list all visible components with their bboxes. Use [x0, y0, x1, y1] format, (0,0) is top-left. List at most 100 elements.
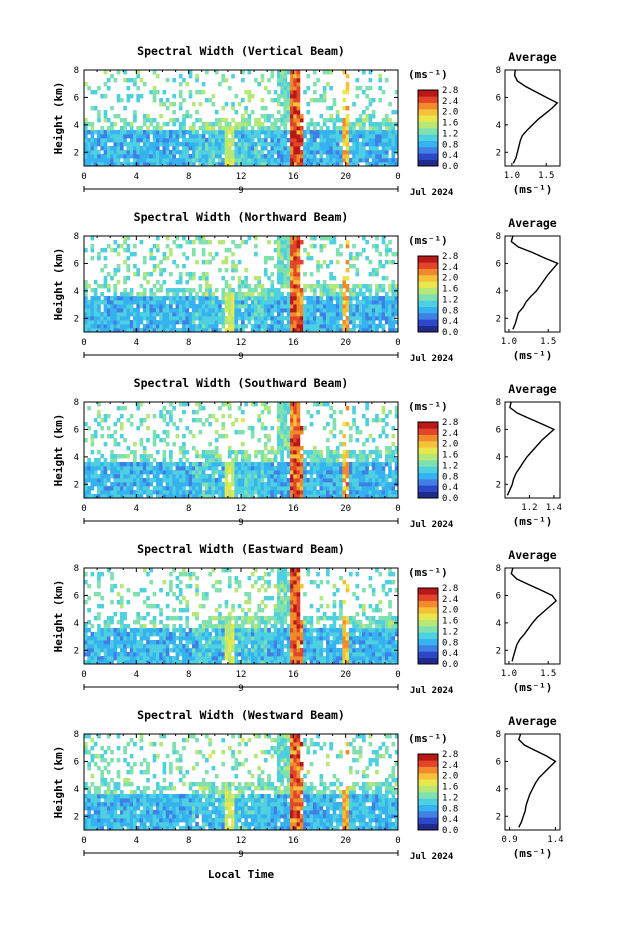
heatmap-cell: [365, 114, 369, 119]
heatmap-cell: [312, 482, 317, 487]
heatmap-cell: [283, 98, 288, 103]
y-tick-label: 4: [74, 287, 79, 297]
heatmap-cell: [247, 478, 252, 483]
heatmap-cell: [244, 146, 248, 151]
heatmap-cell: [182, 134, 186, 139]
heatmap-cell: [182, 320, 186, 325]
heatmap-cell: [391, 162, 396, 167]
heatmap-cell: [182, 410, 186, 415]
heatmap-cell: [234, 462, 239, 467]
heatmap-cell: [93, 146, 98, 151]
heatmap-cell: [162, 324, 167, 329]
heatmap-cell: [97, 154, 101, 159]
heatmap-cell: [326, 70, 330, 75]
heatmap-cell: [296, 410, 301, 415]
heatmap-cell: [273, 134, 278, 139]
heatmap-cell: [231, 324, 235, 329]
heatmap-cell: [283, 264, 288, 269]
heatmap-cell: [280, 308, 284, 313]
heatmap-cell: [146, 604, 150, 609]
heatmap-cell: [169, 660, 173, 665]
heatmap-cell: [103, 660, 108, 665]
heatmap-cell: [227, 312, 232, 317]
heatmap-cell: [103, 458, 108, 463]
heatmap-cell: [290, 296, 294, 301]
heatmap-cell: [208, 162, 212, 167]
heatmap-cell: [234, 478, 239, 483]
heatmap-cell: [165, 632, 170, 637]
heatmap-cell: [345, 406, 350, 411]
heatmap-cell: [286, 276, 291, 281]
heatmap-cell: [378, 134, 383, 139]
heatmap-cell: [205, 418, 209, 423]
heatmap-cell: [371, 308, 376, 313]
heatmap-cell: [263, 118, 268, 123]
heatmap-cell: [195, 660, 199, 665]
heatmap-cell: [286, 478, 291, 483]
heatmap-cell: [205, 142, 209, 147]
heatmap-cell: [191, 248, 196, 253]
heatmap-cell: [133, 458, 137, 463]
heatmap-cell: [97, 660, 101, 665]
heatmap-cell: [371, 126, 376, 131]
heatmap-cell: [273, 320, 278, 325]
heatmap-cell: [263, 454, 268, 459]
heatmap-cell: [365, 406, 369, 411]
heatmap-cell: [273, 466, 278, 471]
heatmap-cell: [280, 114, 284, 119]
heatmap-cell: [152, 94, 157, 99]
heatmap-cell: [87, 138, 91, 143]
heatmap-cell: [211, 300, 216, 305]
heatmap-cell: [299, 458, 304, 463]
heatmap-cell: [286, 296, 291, 301]
heatmap-cell: [283, 470, 288, 475]
heatmap-cell: [175, 118, 180, 123]
heatmap-cell: [241, 470, 245, 475]
heatmap-cell: [123, 150, 127, 155]
heatmap-cell: [175, 494, 180, 499]
heatmap-cell: [123, 130, 127, 135]
heatmap-cell: [169, 584, 173, 589]
heatmap-cell: [185, 300, 190, 305]
heatmap-cell: [169, 482, 173, 487]
heatmap-cell: [155, 264, 160, 269]
heatmap-cell: [329, 430, 333, 435]
heatmap-cell: [257, 138, 262, 143]
heatmap-cell: [312, 130, 317, 135]
heatmap-cell: [371, 418, 376, 423]
heatmap-cell: [391, 454, 396, 459]
heatmap-cell: [290, 300, 294, 305]
heatmap-cell: [185, 466, 190, 471]
heatmap-cell: [263, 482, 268, 487]
heatmap-cell: [126, 474, 131, 479]
heatmap-cell: [384, 490, 389, 495]
heatmap-cell: [352, 410, 356, 415]
heatmap-cell: [306, 324, 311, 329]
heatmap-cell: [152, 438, 157, 443]
heatmap-cell: [381, 312, 386, 317]
heatmap-cell: [93, 478, 98, 483]
heatmap-cell: [355, 486, 360, 491]
heatmap-cell: [142, 636, 147, 641]
avg-x-tick-label: 1.0: [501, 337, 517, 347]
heatmap-cell: [195, 292, 199, 297]
day-label: 9: [238, 352, 243, 362]
heatmap-cell: [283, 134, 288, 139]
heatmap-cell: [116, 466, 121, 471]
heatmap-cell: [273, 478, 278, 483]
heatmap-cell: [319, 244, 324, 249]
heatmap-cell: [152, 86, 157, 91]
heatmap-cell: [149, 628, 154, 633]
heatmap-cell: [84, 312, 88, 317]
heatmap-cell: [155, 308, 160, 313]
heatmap-cell: [286, 442, 291, 447]
heatmap-cell: [119, 644, 124, 649]
heatmap-cell: [116, 252, 121, 257]
heatmap-cell: [355, 154, 360, 159]
heatmap-cell: [116, 114, 121, 119]
heatmap-cell: [326, 134, 330, 139]
heatmap-cell: [126, 494, 131, 499]
heatmap-cell: [286, 466, 291, 471]
heatmap-cell: [384, 304, 389, 309]
heatmap-cell: [241, 316, 245, 321]
